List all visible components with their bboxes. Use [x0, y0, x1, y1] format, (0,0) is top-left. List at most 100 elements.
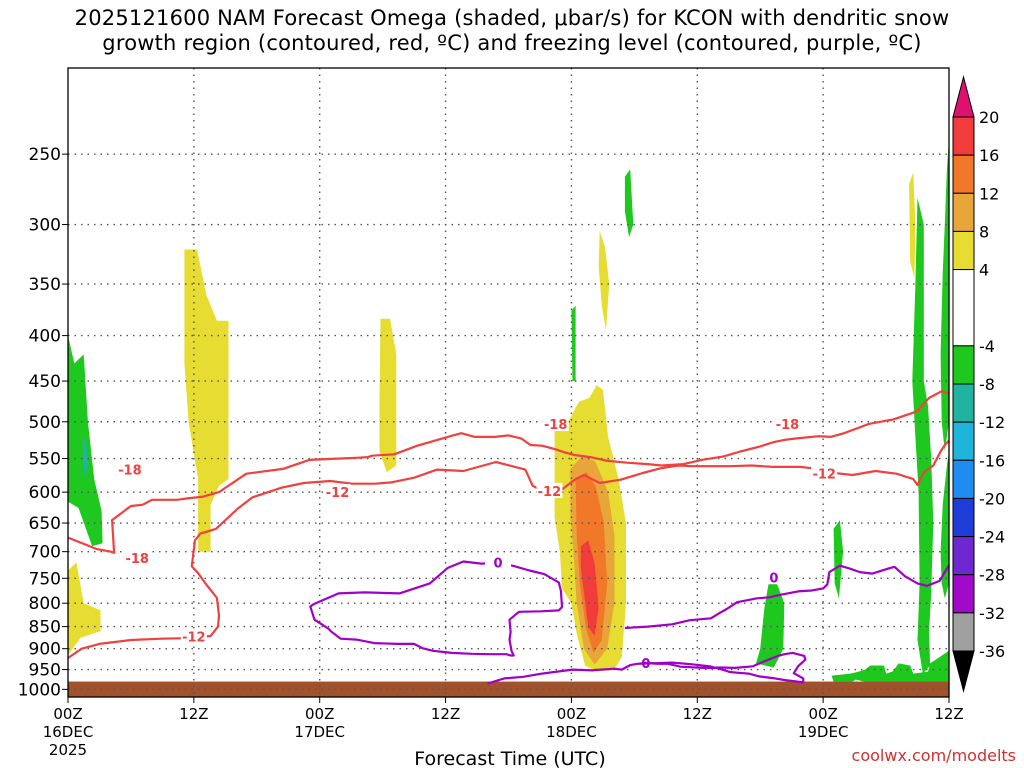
colorbar-label-4: 4	[979, 261, 989, 280]
grid-layer	[68, 68, 949, 697]
colorbar-arrow-bottom	[952, 650, 975, 693]
colorbar-band-6	[952, 345, 975, 385]
contour-label-bg	[324, 484, 351, 500]
y-tick-label-250: 250	[29, 145, 61, 165]
colorbar-label-8: 8	[979, 222, 989, 241]
x-axis-label: Forecast Time (UTC)	[414, 748, 605, 768]
colorbar-label-16: 16	[979, 146, 999, 165]
omega-region-16	[912, 197, 934, 674]
omega-region-11	[624, 169, 634, 238]
omega-region-3	[68, 562, 101, 656]
colorbar-band-3	[952, 192, 975, 232]
contour-line-0	[309, 560, 564, 657]
colorbar-label--36: -36	[979, 642, 1005, 661]
plot-frame	[67, 67, 950, 698]
colorbar-label--32: -32	[979, 604, 1005, 623]
omega-region-14	[833, 520, 844, 599]
x-tick-time-0: 00Z	[53, 705, 82, 723]
y-tick-label-300: 300	[29, 216, 61, 236]
x-tick-time-12: 12Z	[179, 705, 208, 723]
chart-title: 2025121600 NAM Forecast Omega (shaded, μ…	[0, 6, 1024, 56]
x-tick-time-48: 00Z	[557, 705, 586, 723]
colorbar-label--16: -16	[979, 451, 1005, 470]
omega-region-17	[940, 138, 949, 452]
omega-region-8	[580, 540, 599, 636]
y-tick-label-850: 850	[29, 618, 61, 638]
ground-fill	[68, 681, 949, 697]
colorbar-band-9	[952, 459, 975, 499]
axes-layer: 2503003504004505005506006507007508008509…	[18, 67, 964, 759]
contour-label-bg	[536, 482, 563, 498]
contour-line-0b	[487, 651, 807, 685]
colorbar-band-5	[952, 269, 975, 347]
contour-label--18-2: -18	[776, 418, 800, 433]
contour-label-bg	[542, 416, 569, 432]
x-tick-time-36: 12Z	[431, 705, 460, 723]
watermark: coolwx.com/modelts	[852, 746, 1016, 765]
x-tick-time-72: 00Z	[808, 705, 837, 723]
omega-region-12	[571, 305, 576, 382]
colorbar-band-4	[952, 230, 975, 271]
omega-region-15	[831, 650, 949, 686]
colorbar-label--20: -20	[979, 489, 1005, 508]
y-tick-label-400: 400	[29, 327, 61, 347]
colorbar-band-2	[952, 154, 975, 194]
y-tick-label-500: 500	[29, 413, 61, 433]
colorbar-band-11	[952, 536, 975, 576]
omega-shading-layer	[68, 138, 949, 686]
contour-label-0-2: 0	[769, 571, 778, 586]
contour-label-bg	[180, 628, 207, 644]
omega-region-4	[909, 172, 916, 279]
x-tick-date-48: 18DEC	[546, 723, 597, 741]
colorbar-label--12: -12	[979, 413, 1005, 432]
colorbar-arrow-top	[952, 75, 975, 118]
colorbar-band-10	[952, 497, 975, 538]
y-tick-label-350: 350	[29, 275, 61, 295]
y-tick-label-700: 700	[29, 543, 61, 563]
colorbar-label--4: -4	[979, 337, 995, 356]
colorbar-label--28: -28	[979, 566, 1005, 585]
omega-region-10	[82, 436, 88, 480]
y-tick-label-450: 450	[29, 372, 61, 392]
y-tick-label-950: 950	[29, 661, 61, 681]
x-tick-time-24: 00Z	[305, 705, 334, 723]
y-tick-label-600: 600	[29, 483, 61, 503]
colorbar-band-12	[952, 574, 975, 614]
contour-line--12	[67, 439, 950, 659]
omega-region-1	[379, 318, 397, 473]
contour-label-bg	[124, 550, 151, 566]
y-tick-label-650: 650	[29, 514, 61, 534]
colorbar-label-12: 12	[979, 184, 999, 203]
chart-title-line1: 2025121600 NAM Forecast Omega (shaded, μ…	[74, 6, 950, 30]
colorbar: 20 16 12 8 4 -4 -8 -12 -16 -20 -24 -28 -32 -36	[952, 75, 1005, 693]
x-tick-time-84: 12Z	[934, 705, 963, 723]
colorbar-label-20: 20	[979, 108, 999, 127]
colorbar-band-1	[952, 116, 975, 156]
x-tick-year-0: 2025	[49, 741, 87, 759]
chart-title-line2: growth region (contoured, red, ºC) and f…	[102, 31, 922, 55]
contour-label-bg	[485, 554, 512, 570]
y-tick-label-800: 800	[29, 594, 61, 614]
y-tick-label-750: 750	[29, 569, 61, 589]
contour-label--12-1: -12	[538, 485, 562, 500]
colorbar-label--24: -24	[979, 528, 1005, 547]
contour-label-bg	[760, 569, 787, 585]
contour-label--18-3: -18	[125, 552, 149, 567]
colorbar-band-8	[952, 421, 975, 461]
omega-region-18	[940, 451, 949, 599]
x-tick-time-60: 12Z	[683, 705, 712, 723]
contour-line--18	[67, 390, 950, 554]
contour-label-0-0: 0	[493, 557, 502, 572]
contour-label-bg	[774, 416, 801, 432]
contour-label--12-2: -12	[812, 468, 836, 483]
omega-region-0	[184, 249, 229, 552]
y-tick-label-1000: 1000	[18, 680, 61, 700]
omega-region-2	[598, 230, 610, 331]
contour-line-0c	[624, 564, 950, 630]
x-tick-date-0: 16DEC	[43, 723, 94, 741]
x-tick-date-24: 17DEC	[294, 723, 345, 741]
y-tick-label-900: 900	[29, 640, 61, 660]
contour-label--12-3: -12	[182, 630, 206, 645]
ground-layer	[68, 681, 949, 697]
